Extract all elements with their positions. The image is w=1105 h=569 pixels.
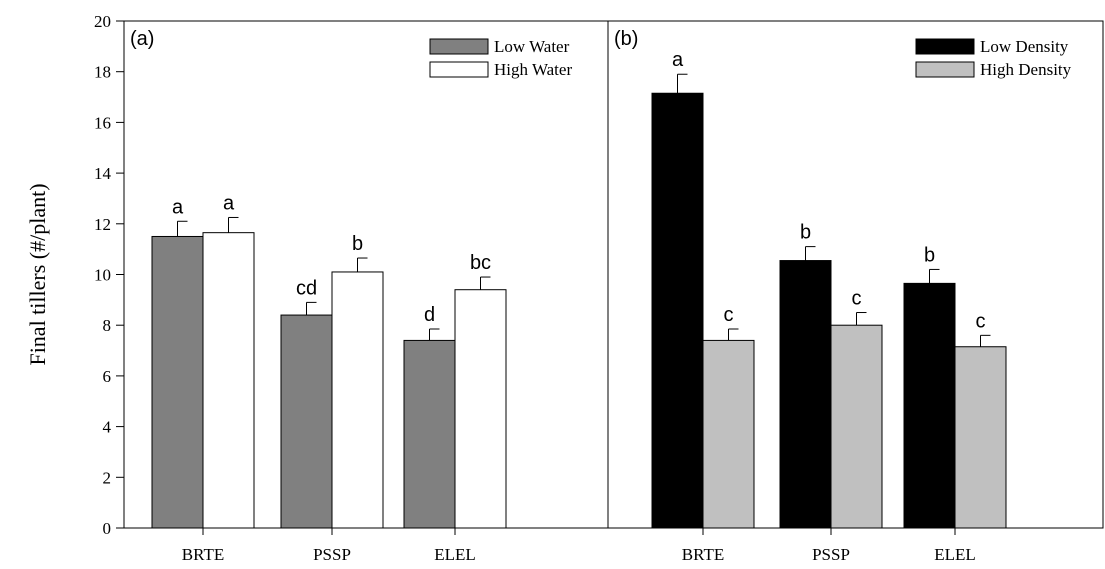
y-tick-label: 8: [103, 316, 112, 335]
x-tick-label: ELEL: [434, 545, 476, 564]
y-tick-label: 2: [103, 468, 112, 487]
bar: [280, 314, 333, 529]
x-tick-label: ELEL: [934, 545, 976, 564]
significance-label: d: [424, 304, 435, 326]
significance-label: c: [976, 310, 986, 332]
bar: [830, 324, 883, 529]
axes-layer: [116, 20, 1104, 535]
significance-label: b: [352, 233, 363, 255]
y-tick-label: 18: [94, 63, 111, 82]
y-tick-label: 20: [94, 12, 111, 31]
bar: [202, 232, 255, 529]
y-tick-label: 16: [94, 113, 111, 132]
significance-label: cd: [296, 277, 317, 299]
y-tick-label: 6: [103, 367, 112, 386]
legend-layer: Low Water High Water Low Density High Densi…: [429, 37, 1072, 79]
x-tick-label: PSSP: [812, 545, 850, 564]
y-axis-label: Final tillers (#/plant): [25, 183, 50, 365]
legend-label: Low Water: [494, 37, 570, 56]
bar: [779, 260, 832, 529]
significance-label: b: [924, 244, 935, 266]
y-tick-label: 12: [94, 215, 111, 234]
significance-label: a: [172, 196, 184, 218]
legend-swatch: [429, 38, 489, 55]
legend-swatch: [915, 61, 975, 78]
legend-swatch: [915, 38, 975, 55]
bars-layer: [151, 73, 1007, 529]
significance-label: c: [852, 288, 862, 310]
significance-label: a: [672, 49, 684, 71]
panel-label: (a): [130, 28, 154, 50]
x-tick-label: BRTE: [182, 545, 224, 564]
significance-label: a: [223, 192, 235, 214]
bar: [702, 339, 755, 529]
legend-label: High Water: [494, 60, 572, 79]
legend-label: High Density: [980, 60, 1072, 79]
x-tick-label: BRTE: [682, 545, 724, 564]
bar: [331, 271, 384, 529]
bar: [454, 289, 507, 529]
x-tick-label: PSSP: [313, 545, 351, 564]
significance-label: c: [724, 304, 734, 326]
bar: [651, 92, 704, 529]
legend-label: Low Density: [980, 37, 1069, 56]
text-layer: 0 2 4 6 8 10 12 14 16 18 20 Final tillers (#/plant)…: [25, 12, 986, 564]
y-tick-label: 10: [94, 266, 111, 285]
bar: [151, 235, 204, 529]
significance-label: bc: [470, 252, 491, 274]
panel-label: (b): [614, 28, 638, 50]
bar: [954, 346, 1007, 529]
y-tick-label: 4: [103, 418, 112, 437]
bar: [903, 282, 956, 529]
y-tick-label: 14: [94, 164, 112, 183]
bar: [403, 339, 456, 529]
legend-swatch: [429, 61, 489, 78]
y-tick-label: 0: [103, 519, 112, 538]
significance-label: b: [800, 222, 811, 244]
